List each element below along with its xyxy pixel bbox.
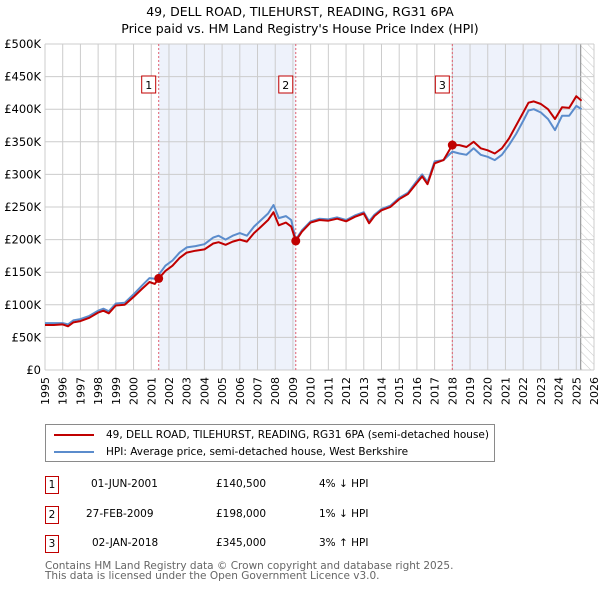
x-tick-label: 2005 bbox=[216, 377, 229, 405]
x-tick-label: 2004 bbox=[198, 377, 211, 405]
legend-item-price-paid: 49, DELL ROAD, TILEHURST, READING, RG31 … bbox=[46, 427, 489, 443]
x-tick-label: 2019 bbox=[464, 377, 477, 405]
x-tick-label: 2016 bbox=[411, 377, 424, 405]
transaction-number: 1 bbox=[45, 476, 59, 494]
hpi-swatch bbox=[54, 451, 94, 453]
x-tick-label: 2007 bbox=[252, 377, 265, 405]
transaction-price: £140,500 bbox=[216, 478, 267, 490]
chart-subtitle: Price paid vs. HM Land Registry's House … bbox=[121, 21, 479, 36]
y-tick-label: £50K bbox=[12, 330, 42, 344]
transaction-hpi-change: 3% ↑ HPI bbox=[319, 537, 369, 549]
x-tick-label: 1999 bbox=[110, 377, 123, 405]
y-tick-label: £450K bbox=[4, 70, 41, 84]
x-tick-label: 2003 bbox=[181, 377, 194, 405]
x-tick-label: 1998 bbox=[92, 377, 105, 405]
x-tick-label: 2006 bbox=[234, 377, 247, 405]
transaction-date: 02-JAN-2018 bbox=[92, 537, 159, 549]
price-chart: £0 £50K £100K £150K £200K £250K £300K £350K £400… bbox=[4, 37, 600, 405]
y-tick-label: £300K bbox=[4, 167, 41, 181]
x-tick-label: 2020 bbox=[482, 377, 495, 405]
y-tick-label: £0 bbox=[26, 363, 41, 377]
x-tick-label: 2015 bbox=[393, 377, 406, 405]
y-tick-label: £500K bbox=[4, 37, 41, 51]
x-tick-label: 2001 bbox=[145, 377, 158, 405]
x-tick-label: 2024 bbox=[553, 377, 566, 405]
x-tick-label: 2025 bbox=[570, 377, 583, 405]
transaction-row: 1 01-JUN-2001 £140,500 4% ↓ HPI bbox=[0, 476, 600, 496]
sale-point bbox=[447, 140, 457, 150]
price_paid-line bbox=[45, 95, 583, 328]
transaction-price: £198,000 bbox=[216, 508, 267, 520]
y-tick-label: £200K bbox=[4, 233, 41, 247]
legend-item-hpi: HPI: Average price, semi-detached house,… bbox=[46, 444, 408, 460]
x-tick-label: 2018 bbox=[446, 377, 459, 405]
transaction-price: £345,000 bbox=[216, 537, 267, 549]
transaction-hpi-change: 4% ↓ HPI bbox=[319, 478, 369, 490]
x-tick-label: 2017 bbox=[429, 377, 442, 405]
x-tick-label: 2009 bbox=[287, 377, 300, 405]
footer-licence: This data is licensed under the Open Gov… bbox=[45, 570, 380, 582]
x-tick-label: 2012 bbox=[340, 377, 353, 405]
x-tick-label: 2023 bbox=[535, 377, 548, 405]
sale-number-box bbox=[278, 75, 294, 94]
y-tick-label: £250K bbox=[4, 200, 41, 214]
x-tick-label: 2011 bbox=[322, 377, 335, 405]
transaction-hpi-change: 1% ↓ HPI bbox=[319, 508, 369, 520]
x-tick-label: 2021 bbox=[499, 377, 512, 405]
legend-label-hpi: HPI: Average price, semi-detached house,… bbox=[106, 446, 409, 458]
y-tick-label: £350K bbox=[4, 135, 41, 149]
sale-number-label: 2 bbox=[282, 79, 289, 92]
sale-point bbox=[291, 236, 301, 246]
legend-label-price-paid: 49, DELL ROAD, TILEHURST, READING, RG31 … bbox=[106, 429, 489, 441]
x-tick-label: 2013 bbox=[358, 377, 371, 405]
x-tick-label: 2000 bbox=[128, 377, 141, 405]
x-tick-label: 2022 bbox=[517, 377, 530, 405]
footer-copyright: Contains HM Land Registry data © Crown c… bbox=[45, 560, 454, 572]
price-paid-swatch bbox=[54, 434, 94, 436]
transaction-date: 27-FEB-2009 bbox=[86, 508, 154, 520]
sale-number-label: 3 bbox=[439, 79, 446, 92]
sale-number-box bbox=[141, 75, 157, 94]
x-tick-label: 2010 bbox=[305, 377, 318, 405]
legend: 49, DELL ROAD, TILEHURST, READING, RG31 … bbox=[45, 424, 495, 462]
transaction-row: 2 27-FEB-2009 £198,000 1% ↓ HPI bbox=[0, 506, 600, 526]
x-tick-label: 2026 bbox=[588, 377, 600, 405]
sale-number-box bbox=[434, 75, 450, 94]
transaction-number: 2 bbox=[45, 506, 59, 524]
x-tick-label: 1996 bbox=[57, 377, 70, 405]
x-tick-label: 2014 bbox=[375, 377, 388, 405]
transaction-date: 01-JUN-2001 bbox=[91, 478, 158, 490]
x-tick-label: 1995 bbox=[39, 377, 52, 405]
transaction-number: 3 bbox=[45, 535, 59, 553]
sale-point bbox=[154, 273, 164, 283]
y-tick-label: £150K bbox=[4, 265, 41, 279]
x-tick-label: 2008 bbox=[269, 377, 282, 405]
x-tick-label: 2002 bbox=[163, 377, 176, 405]
sale-number-label: 1 bbox=[145, 79, 152, 92]
y-tick-label: £100K bbox=[4, 298, 41, 312]
x-tick-label: 1997 bbox=[74, 377, 87, 405]
chart-title: 49, DELL ROAD, TILEHURST, READING, RG31 … bbox=[146, 4, 454, 19]
y-tick-label: £400K bbox=[4, 102, 41, 116]
footer: Contains HM Land Registry data © Crown c… bbox=[45, 560, 454, 582]
transaction-row: 3 02-JAN-2018 £345,000 3% ↑ HPI bbox=[0, 535, 600, 555]
